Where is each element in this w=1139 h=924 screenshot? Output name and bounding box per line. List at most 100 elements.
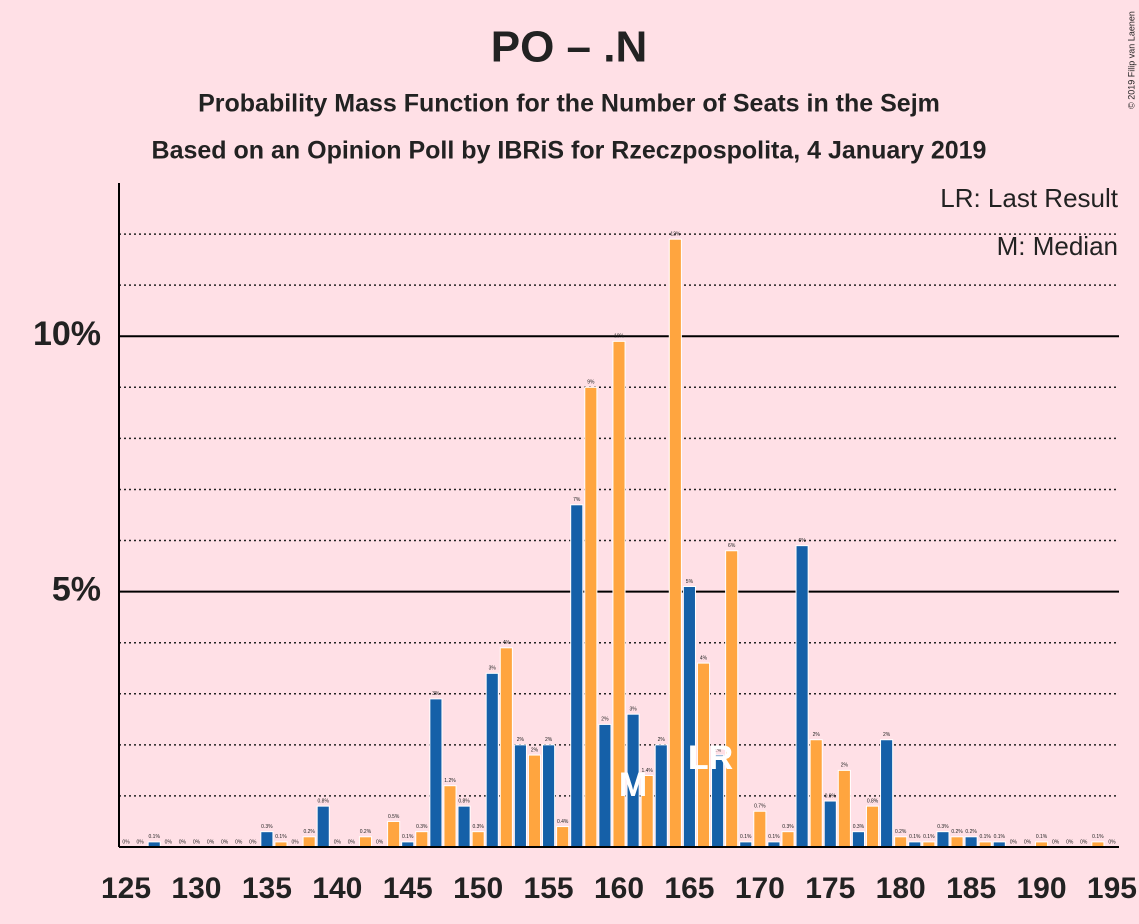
bar <box>570 504 584 848</box>
value-label: 0% <box>249 839 257 845</box>
value-label: 7% <box>573 497 581 503</box>
bar <box>457 805 471 848</box>
bar <box>837 769 851 848</box>
x-tick-label: 195 <box>1087 872 1137 905</box>
bar <box>753 810 767 848</box>
value-label: 0% <box>1010 839 1018 845</box>
value-label: 0.3% <box>937 824 949 830</box>
copyright: © 2019 Filip van Laenen <box>1126 11 1136 109</box>
bar <box>668 238 682 848</box>
bar <box>260 831 274 848</box>
value-label: 2% <box>714 747 722 753</box>
x-tick-label: 155 <box>524 872 574 905</box>
value-label: 0% <box>376 839 384 845</box>
bar <box>654 744 668 848</box>
value-label: 0.7% <box>754 804 766 810</box>
bar <box>499 647 513 848</box>
bar <box>429 698 443 848</box>
value-label: 0.9% <box>825 793 837 799</box>
value-label: 0% <box>1080 839 1088 845</box>
value-label: 0% <box>1024 839 1032 845</box>
y-tick-label: 5% <box>52 571 101 609</box>
median-marker: M <box>619 766 647 804</box>
value-label: 2% <box>813 732 821 738</box>
x-tick-label: 160 <box>594 872 644 905</box>
x-tick-label: 125 <box>101 872 151 905</box>
chart-subtitle: Based on an Opinion Poll by IBRiS for Rz… <box>152 137 987 165</box>
x-tick-label: 145 <box>383 872 433 905</box>
legend-entry: M: Median <box>997 231 1118 261</box>
x-tick-label: 170 <box>735 872 785 905</box>
value-label: 0.3% <box>416 824 428 830</box>
value-label: 0.2% <box>895 829 907 835</box>
legend-entry: LR: Last Result <box>940 183 1119 213</box>
value-label: 0.5% <box>388 814 400 820</box>
value-label: 4% <box>503 640 511 646</box>
value-label: 0.8% <box>318 798 330 804</box>
value-label: 1.2% <box>444 778 456 784</box>
value-label: 0.4% <box>557 819 569 825</box>
x-tick-label: 175 <box>805 872 855 905</box>
chart-title: PO – .N <box>491 23 648 72</box>
bar <box>584 386 598 848</box>
value-label: 0.3% <box>782 824 794 830</box>
bar <box>725 550 739 848</box>
value-label: 0.3% <box>853 824 865 830</box>
value-label: 3% <box>489 666 497 672</box>
value-label: 0.2% <box>303 829 315 835</box>
value-label: 0.1% <box>923 834 935 840</box>
bar <box>485 672 499 848</box>
value-label: 0% <box>334 839 342 845</box>
value-label: 0% <box>348 839 356 845</box>
value-label: 0% <box>1066 839 1074 845</box>
value-label: 0.1% <box>909 834 921 840</box>
value-label: 0.3% <box>261 824 273 830</box>
value-label: 0% <box>291 839 299 845</box>
bar <box>851 831 865 848</box>
value-label: 0% <box>207 839 215 845</box>
value-label: 2% <box>883 732 891 738</box>
value-label: 0.8% <box>458 798 470 804</box>
value-label: 0% <box>1052 839 1060 845</box>
bar <box>358 836 373 848</box>
value-label: 0.1% <box>275 834 287 840</box>
bar <box>865 805 880 848</box>
bar <box>443 785 457 848</box>
value-label: 2% <box>545 737 553 743</box>
bar <box>542 744 556 848</box>
bar <box>781 831 795 848</box>
bar <box>471 831 485 848</box>
chart-subtitle: Probability Mass Function for the Number… <box>198 90 940 118</box>
value-label: 0% <box>137 839 145 845</box>
value-label: 6% <box>728 543 736 549</box>
value-label: 0.2% <box>951 829 963 835</box>
value-label: 2% <box>531 747 539 753</box>
bar <box>556 826 570 848</box>
value-label: 2% <box>658 737 666 743</box>
value-label: 2% <box>601 717 609 723</box>
value-label: 10% <box>614 334 625 340</box>
value-label: 0.1% <box>994 834 1006 840</box>
value-label: 0% <box>235 839 243 845</box>
x-tick-label: 185 <box>946 872 996 905</box>
value-label: 0% <box>122 839 130 845</box>
value-label: 3% <box>629 707 637 713</box>
value-label: 0.8% <box>867 798 879 804</box>
value-label: 2% <box>517 737 525 743</box>
value-label: 0.1% <box>1092 834 1104 840</box>
bar <box>387 820 401 848</box>
bar <box>682 586 696 848</box>
value-label: 6% <box>798 538 806 544</box>
x-tick-label: 190 <box>1017 872 1067 905</box>
value-label: 3% <box>432 691 440 697</box>
x-tick-label: 135 <box>242 872 292 905</box>
value-label: 0.1% <box>740 834 752 840</box>
value-label: 0% <box>1108 839 1116 845</box>
x-tick-label: 150 <box>453 872 503 905</box>
value-label: 0.1% <box>979 834 991 840</box>
bar <box>302 836 316 848</box>
value-label: 0% <box>179 839 187 845</box>
bar <box>527 754 542 848</box>
bar <box>823 800 837 848</box>
